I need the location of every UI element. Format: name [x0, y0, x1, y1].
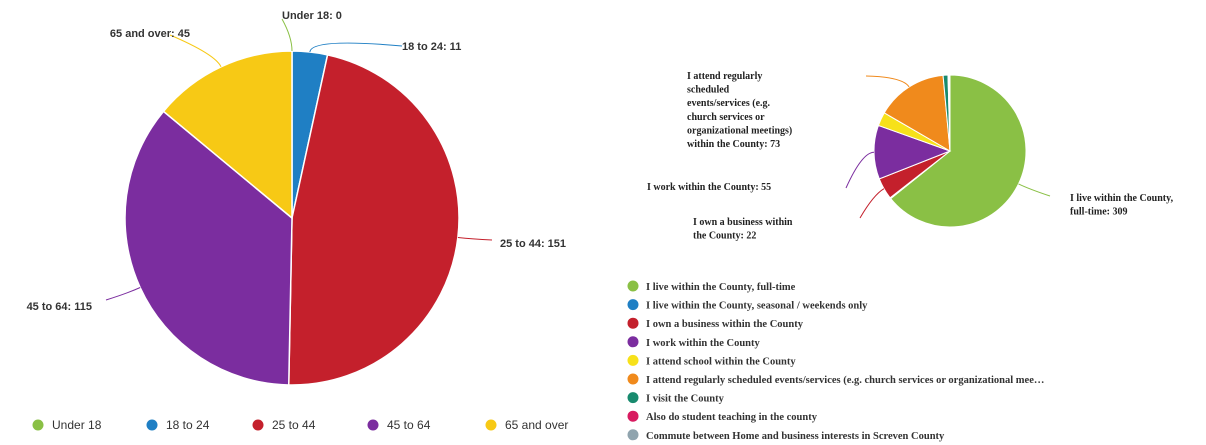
legend-swatch — [627, 410, 639, 422]
legend-item-18-to-24[interactable]: 18 to 24 — [146, 418, 210, 432]
legend-swatch — [485, 419, 497, 431]
legend-swatch — [627, 373, 639, 385]
legend-swatch — [627, 317, 639, 329]
leader-line-65-and-over — [169, 34, 222, 68]
pie-slice-commute-between-home-and-business-intere[interactable] — [948, 74, 951, 152]
legend-label: Also do student teaching in the county — [646, 412, 818, 423]
legend-swatch — [252, 419, 264, 431]
leader-line-i-own-a-business-within-the-county — [859, 188, 885, 219]
legend-label: Under 18 — [52, 418, 102, 432]
legend-swatch — [146, 419, 158, 431]
legend-label: Commute between Home and business intere… — [646, 431, 945, 442]
legend-item-i-visit-the-county[interactable]: I visit the County — [627, 392, 725, 405]
slice-label-65-and-over: 65 and over: 45 — [110, 28, 190, 40]
age-pie-chart: Under 18: 0 18 to 24: 11 25 to 44: 151 45 t… — [27, 10, 569, 432]
leader-line-i-live-within-the-county-full-time — [1018, 183, 1051, 197]
leader-line-25-to-44 — [457, 237, 493, 241]
legend-item-i-own-a-business-within-the-county[interactable]: I own a business within the County — [627, 317, 804, 331]
legend-swatch — [367, 419, 379, 431]
slice-label-i-own-a-business-within-the-county: I own a business within the County: 22 — [693, 217, 793, 242]
pie-slice-i-attend-regularly-scheduled-events-serv[interactable] — [883, 74, 951, 152]
leader-line-18-to-24 — [309, 42, 403, 53]
leader-line-i-work-within-the-county — [845, 151, 875, 189]
legend-swatch — [627, 336, 639, 348]
legend-swatch — [32, 419, 44, 431]
legend-swatch — [627, 299, 639, 311]
legend-item-i-work-within-the-county[interactable]: I work within the County — [627, 336, 761, 349]
legend-item-i-attend-school-within-the-county[interactable]: I attend school within the County — [627, 354, 797, 368]
legend-swatch — [627, 392, 639, 404]
leader-line-i-attend-regularly-scheduled-events-serv — [865, 75, 910, 88]
legend-label: 18 to 24 — [166, 418, 210, 432]
legend-label: I visit the County — [646, 394, 725, 405]
pie-slice-i-live-within-the-county-full-time[interactable] — [890, 74, 1027, 228]
legend-item-i-live-within-the-county-seasonal-weeken[interactable]: I live within the County, seasonal / wee… — [627, 299, 869, 312]
legend-label: I attend school within the County — [646, 356, 796, 367]
legend-label: I live within the County, full-time — [646, 282, 796, 293]
legend-label: 25 to 44 — [272, 418, 316, 432]
slice-label-18-to-24: 18 to 24: 11 — [402, 41, 461, 53]
slice-label-45-to-64: 45 to 64: 115 — [27, 301, 92, 313]
legend-item-i-live-within-the-county-full-time[interactable]: I live within the County, full-time — [627, 280, 796, 294]
legend-swatch — [627, 354, 639, 366]
leader-line-45-to-64 — [105, 287, 141, 301]
legend-item-under-18[interactable]: Under 18 — [32, 418, 102, 432]
legend-label: I work within the County — [646, 338, 761, 349]
legend-item-45-to-64[interactable]: 45 to 64 — [367, 418, 431, 432]
legend-item-65-and-over[interactable]: 65 and over — [485, 418, 569, 432]
pie-slice-65-and-over[interactable] — [162, 50, 293, 220]
pie-slice-45-to-64[interactable] — [124, 110, 293, 386]
slice-label-under-18: Under 18: 0 — [282, 10, 342, 22]
legend-item-commute-between-home-and-business-intere[interactable]: Commute between Home and business intere… — [627, 429, 946, 442]
residency-pie-chart: I live within the County, full-time: 309 I… — [627, 71, 1174, 442]
legend-swatch — [627, 280, 639, 292]
legend-label: I live within the County, seasonal / wee… — [646, 301, 868, 312]
legend-item-25-to-44[interactable]: 25 to 44 — [252, 418, 316, 432]
legend-item-i-attend-regularly-scheduled-events-serv[interactable]: I attend regularly scheduled events/serv… — [627, 373, 1045, 387]
legend-label: I attend regularly scheduled events/serv… — [646, 375, 1044, 386]
legend-item-also-do-student-teaching-in-the-county[interactable]: Also do student teaching in the county — [627, 410, 818, 424]
slice-label-i-work-within-the-county: I work within the County: 55 — [647, 182, 771, 193]
slice-label-i-live-within-the-county-full-time: I live within the County, full-time: 309 — [1070, 193, 1174, 218]
legend-label: I own a business within the County — [646, 319, 804, 330]
leader-line-under-18 — [281, 18, 293, 52]
pie-slice-25-to-44[interactable] — [287, 53, 460, 386]
legend-label: 45 to 64 — [387, 418, 431, 432]
legend-label: 65 and over — [505, 418, 568, 432]
slice-label-i-attend-regularly-scheduled-events-serv: I attend regularly scheduled events/servic… — [687, 71, 792, 150]
legend-swatch — [627, 429, 639, 441]
slice-label-25-to-44: 25 to 44: 151 — [500, 238, 566, 250]
